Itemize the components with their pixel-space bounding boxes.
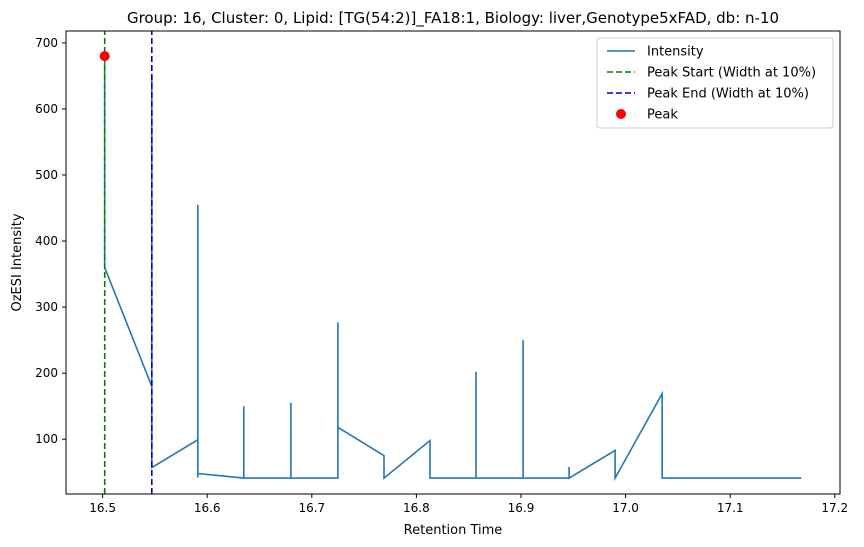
series-line-0 [103,56,802,482]
legend-box [596,37,834,129]
peak-marker [99,51,110,62]
x-tick-label: 17.1 [717,501,744,515]
y-axis-label: OzESI Intensity [10,213,25,311]
legend-label: Peak [647,108,678,123]
x-tick-label: 16.6 [194,501,221,515]
y-tick-label: 300 [35,300,58,314]
legend-swatch [616,109,626,119]
x-tick-label: 16.9 [508,501,535,515]
x-axis: 16.5 16.6 16.7 16.8 16.9 17.0 17.1 17.2 [89,494,848,515]
y-tick-label: 500 [35,168,58,182]
y-tick-label: 200 [35,366,58,380]
legend-label: Peak End (Width at 10%) [647,87,809,102]
plot-area [99,31,802,494]
x-tick-label: 17.0 [612,501,639,515]
y-tick-label: 600 [35,102,58,116]
x-tick-label: 16.7 [298,501,325,515]
legend: Intensity Peak Start (Width at 10%) Peak E… [596,37,834,129]
y-tick-label: 400 [35,234,58,248]
chart-title: Group: 16, Cluster: 0, Lipid: [TG(54:2)]… [127,9,779,28]
x-tick-label: 16.5 [89,501,116,515]
x-axis-label: Retention Time [404,523,503,538]
plot-frame [65,30,841,495]
legend-label: Peak Start (Width at 10%) [647,66,816,81]
x-tick-label: 17.2 [821,501,848,515]
legend-label: Intensity [647,45,704,60]
x-tick-label: 16.8 [403,501,430,515]
y-axis: 100 200 300 400 500 600 700 [35,36,66,446]
y-tick-label: 100 [35,432,58,446]
y-tick-label: 700 [35,36,58,50]
